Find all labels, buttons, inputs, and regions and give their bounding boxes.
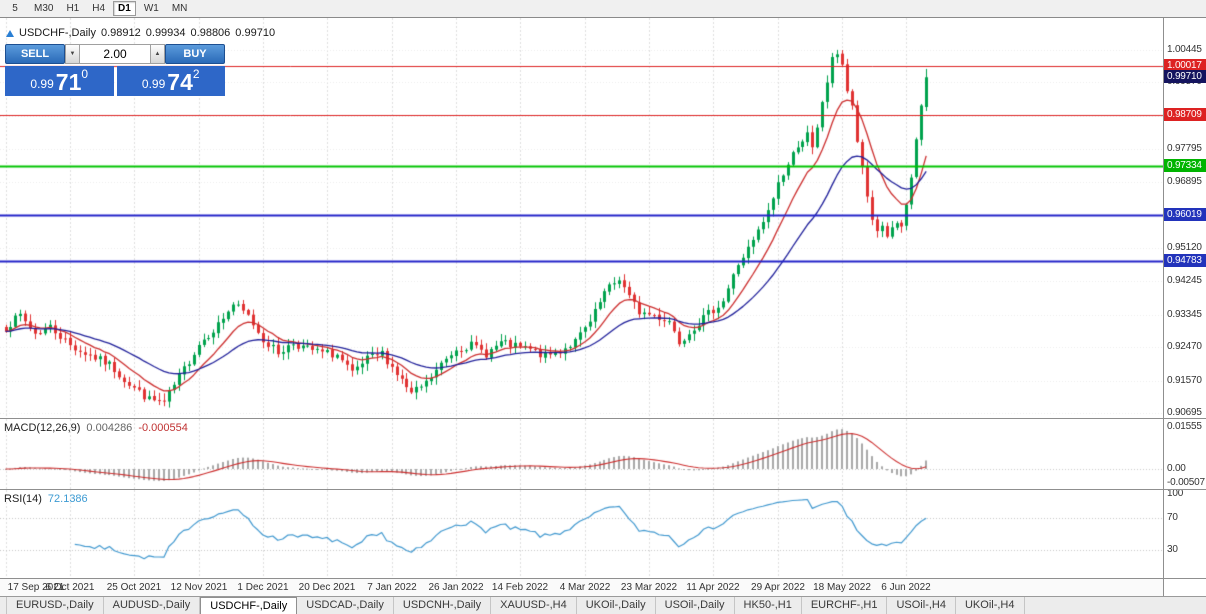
rsi-indicator-label: RSI(14) 72.1386 xyxy=(4,493,88,505)
timeframe-button-h1[interactable]: H1 xyxy=(61,1,84,16)
macd-main-value: 0.004286 xyxy=(86,422,133,434)
sell-button[interactable]: SELL xyxy=(5,44,65,64)
one-click-trading-panel: SELL ▼ 2.00 ▲ BUY 0.99 71 0 0.99 74 2 xyxy=(5,44,225,96)
rsi-tick-label: 30 xyxy=(1167,544,1178,555)
ohlc-high: 0.99934 xyxy=(145,27,186,39)
price-badge-pivot-green: 0.97334 xyxy=(1164,159,1206,172)
price-tick-label: 0.96895 xyxy=(1167,176,1202,187)
volume-increase-icon[interactable]: ▲ xyxy=(150,44,165,64)
chart-tab-bar: EURUSD-,Daily AUDUSD-,Daily USDCHF-,Daily U… xyxy=(0,596,1206,614)
trade-prices-row: 0.99 71 0 0.99 74 2 xyxy=(5,66,225,96)
price-badge-support-1: 0.96019 xyxy=(1164,208,1206,221)
plot-area[interactable]: USDCHF-,Daily 0.98912 0.99934 0.98806 0.… xyxy=(0,18,1163,596)
macd-pane-canvas[interactable] xyxy=(0,419,1163,489)
macd-signal-value: -0.000554 xyxy=(138,422,188,434)
date-label: 14 Feb 2022 xyxy=(491,582,549,593)
buy-price-sup: 2 xyxy=(192,67,200,81)
volume-input[interactable]: 2.00 xyxy=(80,44,150,64)
date-label: 6 Jun 2022 xyxy=(881,582,931,593)
timeframe-button-w1[interactable]: W1 xyxy=(139,1,164,16)
chart-tab-usdcnh-daily[interactable]: USDCNH-,Daily xyxy=(394,597,492,614)
time-axis[interactable]: 17 Sep 2021 6 Oct 2021 25 Oct 2021 12 Nov 2… xyxy=(0,579,1163,596)
price-tick-label: 0.95120 xyxy=(1167,242,1202,253)
macd-name: MACD(12,26,9) xyxy=(4,422,81,434)
date-label: 20 Dec 2021 xyxy=(298,582,356,593)
chart-tab-eurusd-daily[interactable]: EURUSD-,Daily xyxy=(6,597,104,614)
price-axis[interactable]: 1.004450.995700.986700.977950.968950.960… xyxy=(1163,18,1206,596)
ohlc-low: 0.98806 xyxy=(190,27,231,39)
date-label: 12 Nov 2021 xyxy=(170,582,228,593)
chart-tab-usoil-daily[interactable]: USOil-,Daily xyxy=(656,597,735,614)
chart-tab-usdchf-daily[interactable]: USDCHF-,Daily xyxy=(200,597,298,614)
price-badge-current-price: 0.99710 xyxy=(1164,70,1206,83)
rsi-name: RSI(14) xyxy=(4,493,42,505)
macd-tick-label: -0.00507 xyxy=(1167,477,1205,488)
chart-tab-usdcad-daily[interactable]: USDCAD-,Daily xyxy=(297,597,394,614)
sell-price-sup: 0 xyxy=(81,67,89,81)
sell-price-prefix: 0.99 xyxy=(30,77,54,91)
price-tick-label: 0.94245 xyxy=(1167,275,1202,286)
volume-decrease-icon[interactable]: ▼ xyxy=(65,44,80,64)
pane-separator[interactable] xyxy=(0,418,1206,419)
chart-symbol-icon xyxy=(6,29,14,37)
chart-symbol-label: USDCHF-,Daily xyxy=(19,27,96,39)
rsi-tick-label: 70 xyxy=(1167,512,1178,523)
timeframe-button-5[interactable]: 5 xyxy=(4,1,26,16)
rsi-tick-label: 100 xyxy=(1167,488,1184,499)
date-label: 25 Oct 2021 xyxy=(106,582,162,593)
price-badge-support-2: 0.94783 xyxy=(1164,254,1206,267)
price-badge-resistance-2: 0.98709 xyxy=(1164,108,1206,121)
price-tick-label: 0.92470 xyxy=(1167,341,1202,352)
price-tick-label: 1.00445 xyxy=(1167,44,1202,55)
macd-tick-label: 0.01555 xyxy=(1167,421,1202,432)
pane-separator xyxy=(0,578,1206,579)
chart-window: USDCHF-,Daily 0.98912 0.99934 0.98806 0.… xyxy=(0,18,1206,596)
chart-tab-ukoil-daily[interactable]: UKOil-,Daily xyxy=(577,597,656,614)
date-label: 11 Apr 2022 xyxy=(686,582,740,593)
date-label: 1 Dec 2021 xyxy=(237,582,289,593)
sell-price-big: 71 xyxy=(55,69,82,95)
macd-indicator-label: MACD(12,26,9) 0.004286 -0.000554 xyxy=(4,422,188,434)
buy-price-prefix: 0.99 xyxy=(141,77,166,91)
timeframe-button-m30[interactable]: M30 xyxy=(29,1,58,16)
timeframe-toolbar: 5 M30 H1 H4 D1 W1 MN xyxy=(0,0,1206,18)
date-label: 17 Sep 2021 xyxy=(7,582,65,593)
rsi-value: 72.1386 xyxy=(47,493,88,505)
chart-tab-xauusd-h4[interactable]: XAUUSD-,H4 xyxy=(491,597,577,614)
trade-controls-row: SELL ▼ 2.00 ▲ BUY xyxy=(5,44,225,64)
date-label: 23 Mar 2022 xyxy=(620,582,678,593)
chart-tab-hk50-h1[interactable]: HK50-,H1 xyxy=(735,597,802,614)
price-tick-label: 0.93345 xyxy=(1167,309,1202,320)
price-tick-label: 0.91570 xyxy=(1167,375,1202,386)
macd-tick-label: 0.00 xyxy=(1167,463,1186,474)
timeframe-button-mn[interactable]: MN xyxy=(167,1,193,16)
sell-price-display[interactable]: 0.99 71 0 xyxy=(5,66,114,96)
chart-tab-eurchf-h1[interactable]: EURCHF-,H1 xyxy=(802,597,888,614)
price-badge-resistance-1: 1.00017 xyxy=(1164,59,1206,72)
date-label: 6 Oct 2021 xyxy=(45,582,95,593)
date-label: 18 May 2022 xyxy=(813,582,871,593)
timeframe-button-d1[interactable]: D1 xyxy=(113,1,136,16)
buy-price-big: 74 xyxy=(167,69,193,95)
date-label: 7 Jan 2022 xyxy=(367,582,417,593)
buy-button[interactable]: BUY xyxy=(165,44,225,64)
chart-tab-ukoil-h4[interactable]: UKOil-,H4 xyxy=(956,597,1025,614)
date-label: 4 Mar 2022 xyxy=(559,582,611,593)
price-tick-label: 0.90695 xyxy=(1167,407,1202,418)
buy-price-display[interactable]: 0.99 74 2 xyxy=(116,66,225,96)
timeframe-button-h4[interactable]: H4 xyxy=(87,1,110,16)
price-tick-label: 0.97795 xyxy=(1167,143,1202,154)
chart-tab-audusd-daily[interactable]: AUDUSD-,Daily xyxy=(104,597,201,614)
date-label: 26 Jan 2022 xyxy=(428,582,484,593)
chart-title: USDCHF-,Daily 0.98912 0.99934 0.98806 0.… xyxy=(6,27,275,39)
ohlc-close: 0.99710 xyxy=(235,27,276,39)
date-label: 29 Apr 2022 xyxy=(751,582,805,593)
pane-separator[interactable] xyxy=(0,489,1206,490)
chart-tab-usoil-h4[interactable]: USOil-,H4 xyxy=(887,597,956,614)
ohlc-open: 0.98912 xyxy=(101,27,141,39)
rsi-pane-canvas[interactable] xyxy=(0,490,1163,578)
